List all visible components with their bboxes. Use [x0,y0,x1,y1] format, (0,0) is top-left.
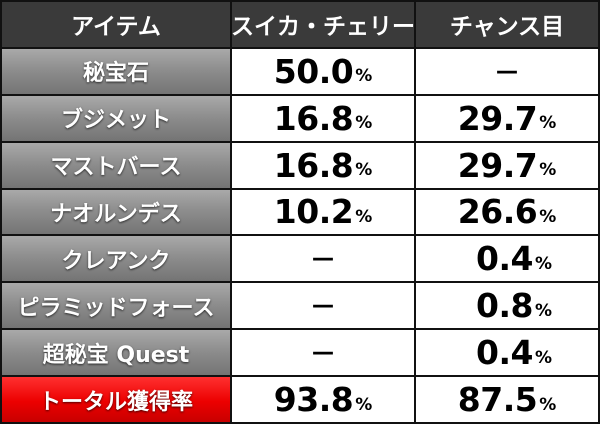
total-value-cell: 87.5% [416,377,598,422]
value-number: 26.6 [457,192,538,232]
value-number: 29.7 [457,98,538,138]
dash-mark: － [309,340,336,371]
header-item: アイテム [2,2,230,47]
value-cell: 16.8% [232,142,414,188]
value-cell: 26.6% [416,189,598,235]
percent-unit: % [534,253,552,274]
value-number: 16.8 [273,145,354,185]
value-cell: 29.7% [416,95,598,141]
item-name: クレアンク [2,236,230,282]
value-cell: 0.8% [416,283,598,329]
percent-unit: % [539,160,557,181]
value-cell: － [232,330,414,376]
percent-unit: % [355,113,373,134]
total-value-cell: 93.8% [232,377,414,422]
item-name: 超秘宝 Quest [2,330,230,376]
percent-unit: % [355,394,373,415]
total-value-number: 93.8 [273,380,354,420]
value-cell: － [416,48,598,94]
percent-unit: % [355,66,373,87]
percent-unit: % [539,113,557,134]
value-cell: － [232,236,414,282]
percent-unit: % [539,206,557,227]
percent-unit: % [534,347,552,368]
dash-mark: － [493,58,520,89]
value-number: 16.8 [273,98,354,138]
item-name: マストバース [2,142,230,188]
percent-unit: % [534,300,552,321]
percent-unit: % [355,160,373,181]
value-number: 0.8 [475,286,533,326]
value-number: 0.4 [475,333,533,373]
item-name: ブジメット [2,95,230,141]
value-number: 50.0 [273,51,354,91]
value-cell: 16.8% [232,95,414,141]
value-cell: 10.2% [232,189,414,235]
dash-mark: － [309,246,336,277]
value-number: 29.7 [457,145,538,185]
value-number: 10.2 [273,192,354,232]
item-name: 秘宝石 [2,48,230,94]
value-cell: 29.7% [416,142,598,188]
total-value-number: 87.5 [457,380,538,420]
value-number: 0.4 [475,239,533,279]
value-cell: 50.0% [232,48,414,94]
percent-unit: % [539,394,557,415]
total-label: トータル獲得率 [2,377,230,422]
value-cell: 0.4% [416,236,598,282]
value-cell: － [232,283,414,329]
header-chance-me: チャンス目 [416,2,598,47]
header-suika-cherry: スイカ・チェリー [232,2,414,47]
percent-unit: % [355,206,373,227]
value-cell: 0.4% [416,330,598,376]
item-name: ナオルンデス [2,189,230,235]
dash-mark: － [309,293,336,324]
item-name: ピラミッドフォース [2,283,230,329]
